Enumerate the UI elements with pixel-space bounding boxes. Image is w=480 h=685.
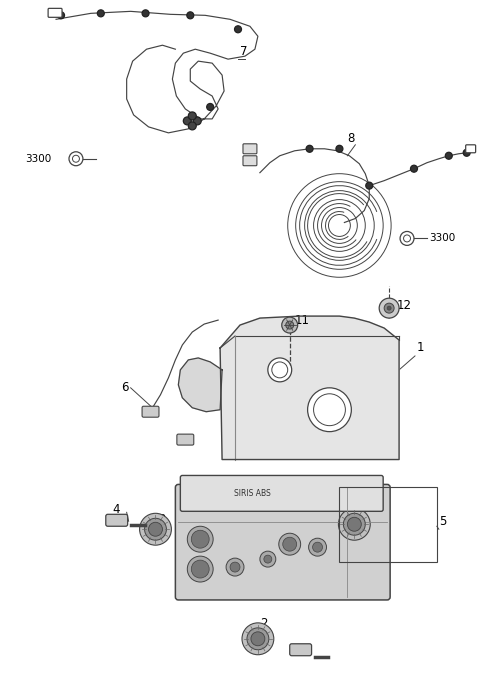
Text: 4: 4 bbox=[298, 645, 305, 657]
Circle shape bbox=[282, 317, 298, 333]
Circle shape bbox=[348, 517, 361, 532]
Circle shape bbox=[264, 555, 272, 563]
Polygon shape bbox=[179, 358, 222, 412]
Text: 3: 3 bbox=[361, 511, 369, 524]
Circle shape bbox=[309, 538, 326, 556]
Circle shape bbox=[306, 145, 313, 152]
FancyBboxPatch shape bbox=[290, 644, 312, 656]
Circle shape bbox=[226, 558, 244, 576]
Circle shape bbox=[336, 145, 343, 152]
Circle shape bbox=[187, 526, 213, 552]
Circle shape bbox=[192, 530, 209, 548]
Circle shape bbox=[260, 551, 276, 567]
Circle shape bbox=[268, 358, 292, 382]
Circle shape bbox=[97, 10, 104, 17]
FancyBboxPatch shape bbox=[180, 475, 383, 511]
Circle shape bbox=[235, 26, 241, 33]
Circle shape bbox=[140, 513, 171, 545]
FancyBboxPatch shape bbox=[177, 434, 194, 445]
Circle shape bbox=[279, 533, 300, 555]
Text: 6: 6 bbox=[120, 382, 128, 395]
Circle shape bbox=[387, 306, 391, 310]
Text: 10: 10 bbox=[367, 483, 382, 496]
Circle shape bbox=[58, 12, 64, 18]
Circle shape bbox=[187, 12, 194, 18]
Circle shape bbox=[312, 543, 323, 552]
Circle shape bbox=[188, 112, 196, 120]
Circle shape bbox=[251, 632, 265, 646]
Circle shape bbox=[343, 513, 365, 535]
Circle shape bbox=[366, 182, 373, 189]
Text: 4: 4 bbox=[113, 503, 120, 516]
FancyBboxPatch shape bbox=[243, 144, 257, 153]
Circle shape bbox=[142, 10, 149, 17]
FancyBboxPatch shape bbox=[48, 8, 62, 17]
Circle shape bbox=[338, 508, 370, 540]
Text: 3300: 3300 bbox=[25, 153, 51, 164]
Circle shape bbox=[463, 149, 470, 156]
FancyBboxPatch shape bbox=[175, 484, 390, 600]
Circle shape bbox=[308, 388, 351, 432]
Text: SIRIS ABS: SIRIS ABS bbox=[234, 489, 270, 498]
Circle shape bbox=[379, 298, 399, 318]
Text: 11: 11 bbox=[295, 314, 310, 327]
Circle shape bbox=[192, 560, 209, 578]
Circle shape bbox=[286, 321, 294, 329]
FancyBboxPatch shape bbox=[142, 406, 159, 417]
Circle shape bbox=[410, 165, 418, 172]
Text: 2: 2 bbox=[158, 513, 166, 526]
Circle shape bbox=[207, 103, 214, 110]
Circle shape bbox=[242, 623, 274, 655]
Text: 7: 7 bbox=[240, 45, 248, 58]
Bar bbox=[339, 488, 437, 562]
Text: 5: 5 bbox=[439, 514, 446, 527]
Circle shape bbox=[384, 303, 394, 313]
Text: 12: 12 bbox=[397, 299, 412, 312]
FancyBboxPatch shape bbox=[243, 155, 257, 166]
Circle shape bbox=[193, 117, 201, 125]
Circle shape bbox=[445, 152, 452, 159]
Text: 8: 8 bbox=[348, 132, 355, 145]
Circle shape bbox=[283, 537, 297, 551]
Circle shape bbox=[247, 628, 269, 650]
Text: 1: 1 bbox=[417, 342, 424, 354]
Circle shape bbox=[188, 122, 196, 130]
Circle shape bbox=[144, 519, 167, 540]
Circle shape bbox=[187, 556, 213, 582]
Circle shape bbox=[183, 117, 192, 125]
FancyBboxPatch shape bbox=[106, 514, 128, 526]
FancyBboxPatch shape bbox=[466, 145, 476, 153]
Text: 2: 2 bbox=[260, 617, 267, 630]
Circle shape bbox=[148, 522, 162, 536]
Circle shape bbox=[230, 562, 240, 572]
Text: 9: 9 bbox=[367, 531, 375, 544]
Text: 3300: 3300 bbox=[429, 234, 455, 243]
Polygon shape bbox=[220, 316, 399, 460]
